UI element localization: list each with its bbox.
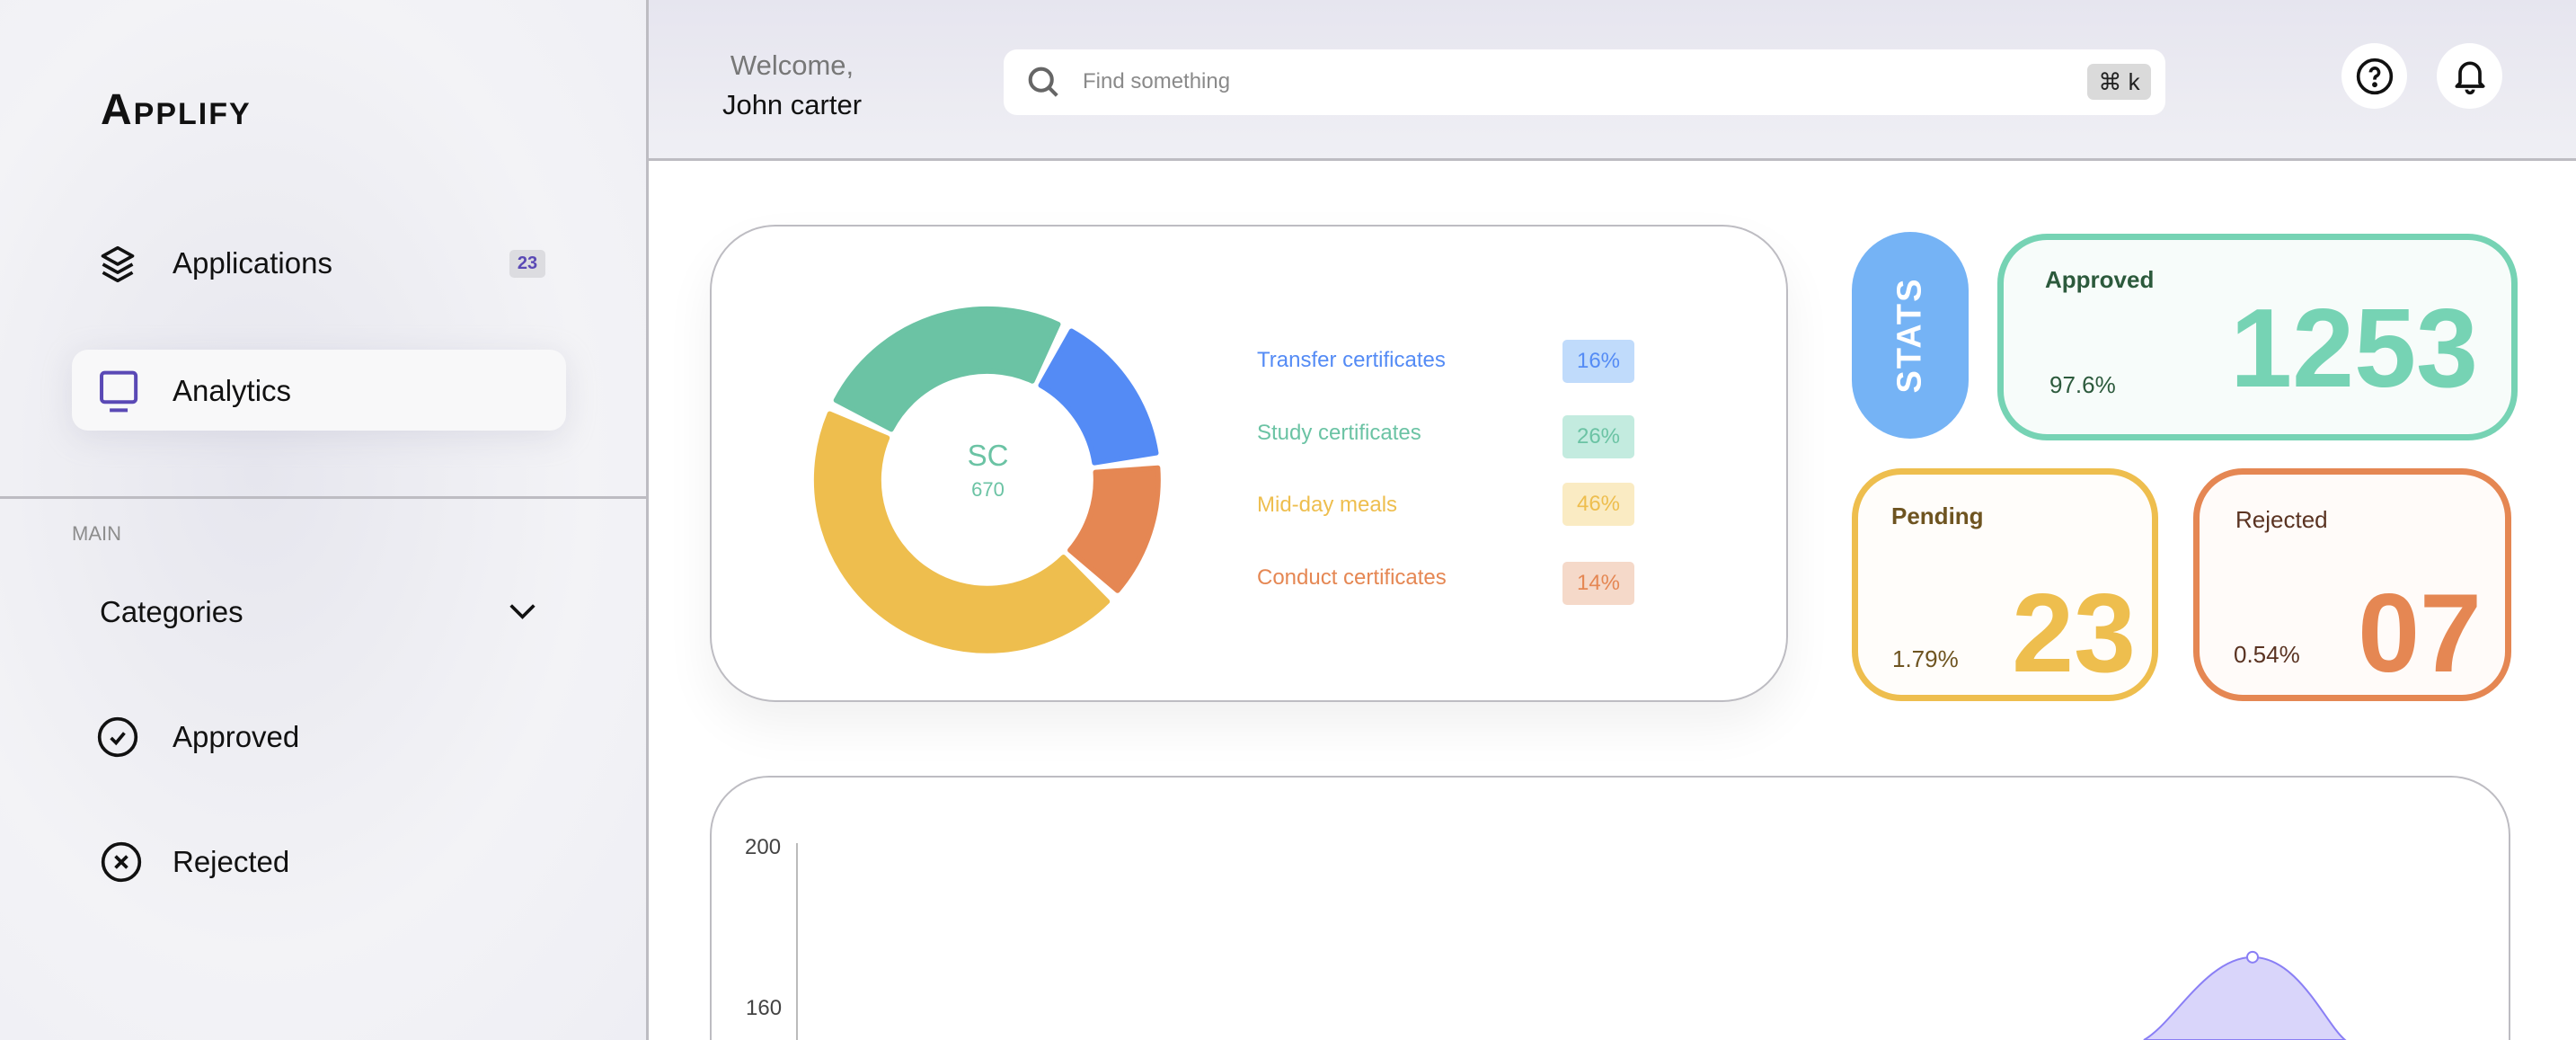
applications-count-badge: 23 [509, 250, 545, 278]
sidebar-item-label: Rejected [173, 845, 290, 878]
donut-center-value: 670 [971, 478, 1005, 501]
user-name: John carter [721, 89, 863, 120]
donut-chart [813, 306, 1161, 653]
chevron-down-icon [509, 604, 536, 619]
sidebar-item-analytics[interactable]: Analytics [72, 350, 566, 431]
legend-label: Transfer certificates [1257, 348, 1446, 372]
stats-label-pill: STATS [1852, 232, 1969, 439]
sidebar-item-label: Applications [173, 246, 332, 280]
peak-data-point[interactable] [2246, 950, 2259, 964]
area-series [2143, 956, 2347, 1040]
stat-title: Rejected [2235, 506, 2328, 533]
sidebar-divider [0, 496, 646, 499]
notifications-button[interactable] [2437, 43, 2502, 109]
donut-segment[interactable] [833, 306, 1061, 432]
sidebar-item-label: Approved [173, 720, 300, 753]
stat-percent: 97.6% [2049, 371, 2116, 398]
sidebar-item-applications[interactable]: Applications [72, 230, 566, 299]
y-tick-label: 200 [745, 835, 782, 859]
pending-stat-card[interactable]: Pending 1.79% 23 [1852, 468, 2158, 701]
sidebar-item-categories[interactable]: Categories [72, 579, 566, 644]
y-tick-label: 160 [746, 996, 783, 1020]
legend-label: Mid-day meals [1257, 493, 1398, 517]
legend-label: Conduct certificates [1257, 565, 1447, 590]
legend-label: Study certificates [1257, 421, 1421, 445]
approved-stat-card[interactable]: Approved 97.6% 1253 [1997, 234, 2518, 440]
stat-percent: 0.54% [2234, 641, 2300, 668]
sidebar-item-label: Analytics [173, 374, 292, 407]
search-input[interactable]: Find something ⌘ k [1004, 49, 2165, 115]
sidebar-item-rejected[interactable]: Rejected [72, 829, 566, 894]
help-button[interactable] [2341, 43, 2407, 109]
donut-center-label: SC [967, 439, 1009, 472]
x-circle-icon [101, 841, 142, 883]
legend-percent-badge: 26% [1562, 415, 1634, 458]
check-circle-icon [97, 716, 138, 758]
stat-title: Approved [2045, 266, 2155, 293]
section-label-main: MAIN [72, 522, 121, 545]
donut-segment[interactable] [813, 411, 1111, 653]
layers-icon [101, 245, 135, 283]
bell-icon [2455, 61, 2485, 95]
area-chart [796, 843, 2347, 1040]
search-shortcut-badge: ⌘ k [2087, 64, 2151, 100]
stat-count: 07 [2358, 572, 2482, 696]
sidebar-item-label: Categories [100, 595, 243, 628]
legend-percent-badge: 14% [1562, 562, 1634, 605]
area-chart-card: 200 160 [710, 776, 2510, 1040]
donut-card: SC 670 Transfer certificates 16% Study c… [710, 225, 1788, 702]
stat-count: 1253 [2230, 287, 2478, 411]
sidebar: Applify Applications 23 Analytics MAIN C… [0, 0, 649, 1040]
welcome-text: Welcome, [730, 49, 854, 81]
sidebar-item-approved[interactable]: Approved [72, 704, 566, 769]
search-placeholder: Find something [1083, 69, 1231, 93]
app-logo: Applify [101, 86, 252, 134]
stat-percent: 1.79% [1892, 645, 1959, 672]
stats-label: STATS [1890, 277, 1929, 394]
donut-segment[interactable] [1067, 465, 1161, 593]
help-icon [2356, 58, 2394, 95]
donut-segment[interactable] [1038, 328, 1159, 466]
stat-title: Pending [1891, 502, 1984, 529]
legend-percent-badge: 16% [1562, 340, 1634, 383]
monitor-icon [100, 370, 138, 413]
rejected-stat-card[interactable]: Rejected 0.54% 07 [2193, 468, 2511, 701]
legend-percent-badge: 46% [1562, 483, 1634, 526]
search-icon [1028, 67, 1058, 97]
stat-count: 23 [2012, 572, 2136, 696]
